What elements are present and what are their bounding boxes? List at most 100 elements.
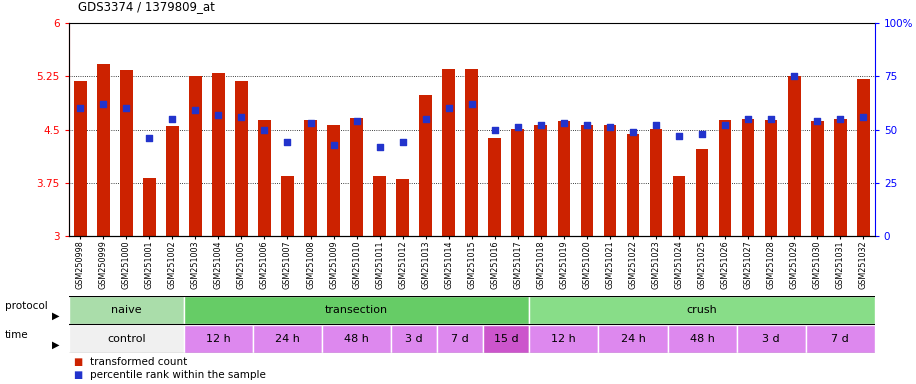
Point <box>718 122 733 128</box>
Bar <box>857 79 869 236</box>
Text: 48 h: 48 h <box>690 334 714 344</box>
Point <box>487 127 502 133</box>
Bar <box>374 177 386 236</box>
Point <box>188 108 202 114</box>
Bar <box>120 70 133 236</box>
Point <box>349 118 364 124</box>
Bar <box>465 68 478 236</box>
Point <box>671 133 686 139</box>
Point <box>303 120 318 126</box>
Bar <box>350 118 363 236</box>
Bar <box>143 178 156 236</box>
Text: GDS3374 / 1379809_at: GDS3374 / 1379809_at <box>78 0 214 13</box>
Text: 7 d: 7 d <box>452 334 469 344</box>
Text: time: time <box>5 330 28 340</box>
Point <box>142 135 157 141</box>
Bar <box>327 125 340 236</box>
Bar <box>742 119 755 236</box>
Bar <box>736 325 806 353</box>
Point <box>165 116 180 122</box>
Bar <box>74 81 86 236</box>
Point <box>396 139 410 146</box>
Bar <box>604 125 616 236</box>
Text: transformed count: transformed count <box>90 357 187 367</box>
Point <box>694 131 709 137</box>
Text: 3 d: 3 d <box>762 334 780 344</box>
Point <box>741 116 756 122</box>
Bar <box>627 134 639 236</box>
Text: 12 h: 12 h <box>551 334 576 344</box>
Text: crush: crush <box>687 305 717 315</box>
Bar <box>322 325 391 353</box>
Text: ▶: ▶ <box>52 339 60 350</box>
Bar <box>420 95 432 236</box>
Bar <box>765 120 778 236</box>
Bar <box>97 63 110 236</box>
Text: control: control <box>107 334 146 344</box>
Text: 3 d: 3 d <box>406 334 423 344</box>
Point <box>557 120 572 126</box>
Text: 12 h: 12 h <box>206 334 231 344</box>
Bar <box>672 176 685 236</box>
Bar <box>834 119 846 236</box>
Point <box>810 118 824 124</box>
Bar <box>213 73 224 236</box>
Bar <box>581 125 594 236</box>
Bar <box>529 296 875 324</box>
Bar <box>535 125 547 236</box>
Bar <box>166 126 179 236</box>
Point <box>764 116 779 122</box>
Bar <box>391 325 437 353</box>
Point <box>510 124 525 131</box>
Bar <box>437 325 484 353</box>
Point <box>464 101 479 107</box>
Bar <box>719 120 731 236</box>
Bar <box>281 177 294 236</box>
Bar <box>304 120 317 236</box>
Text: 7 d: 7 d <box>832 334 849 344</box>
Bar <box>189 76 202 236</box>
Point <box>580 122 594 128</box>
Point <box>73 105 88 111</box>
Bar <box>788 76 801 236</box>
Bar <box>235 81 247 236</box>
Bar <box>811 121 823 236</box>
Point <box>533 122 548 128</box>
Point <box>603 124 617 131</box>
Point <box>856 114 870 120</box>
Text: 48 h: 48 h <box>344 334 369 344</box>
Bar <box>484 325 529 353</box>
Bar <box>184 296 529 324</box>
Text: 24 h: 24 h <box>620 334 646 344</box>
Point <box>787 73 802 79</box>
Point <box>626 129 640 135</box>
Bar <box>649 129 662 236</box>
Bar <box>258 120 271 236</box>
Point <box>419 116 433 122</box>
Text: protocol: protocol <box>5 301 48 311</box>
Point <box>372 144 387 150</box>
Bar <box>69 325 184 353</box>
Bar <box>253 325 322 353</box>
Bar <box>184 325 253 353</box>
Bar <box>511 129 524 236</box>
Bar <box>529 325 598 353</box>
Text: transection: transection <box>325 305 388 315</box>
Text: 24 h: 24 h <box>275 334 300 344</box>
Text: ■: ■ <box>73 357 82 367</box>
Bar <box>696 149 708 236</box>
Point <box>649 122 663 128</box>
Point <box>234 114 249 120</box>
Text: naive: naive <box>111 305 142 315</box>
Bar <box>488 138 501 236</box>
Bar <box>69 296 184 324</box>
Text: ■: ■ <box>73 370 82 380</box>
Text: 15 d: 15 d <box>494 334 518 344</box>
Bar <box>598 325 668 353</box>
Bar <box>668 325 736 353</box>
Point <box>280 139 295 146</box>
Bar <box>806 325 875 353</box>
Bar <box>442 68 455 236</box>
Point <box>96 101 111 107</box>
Point <box>442 105 456 111</box>
